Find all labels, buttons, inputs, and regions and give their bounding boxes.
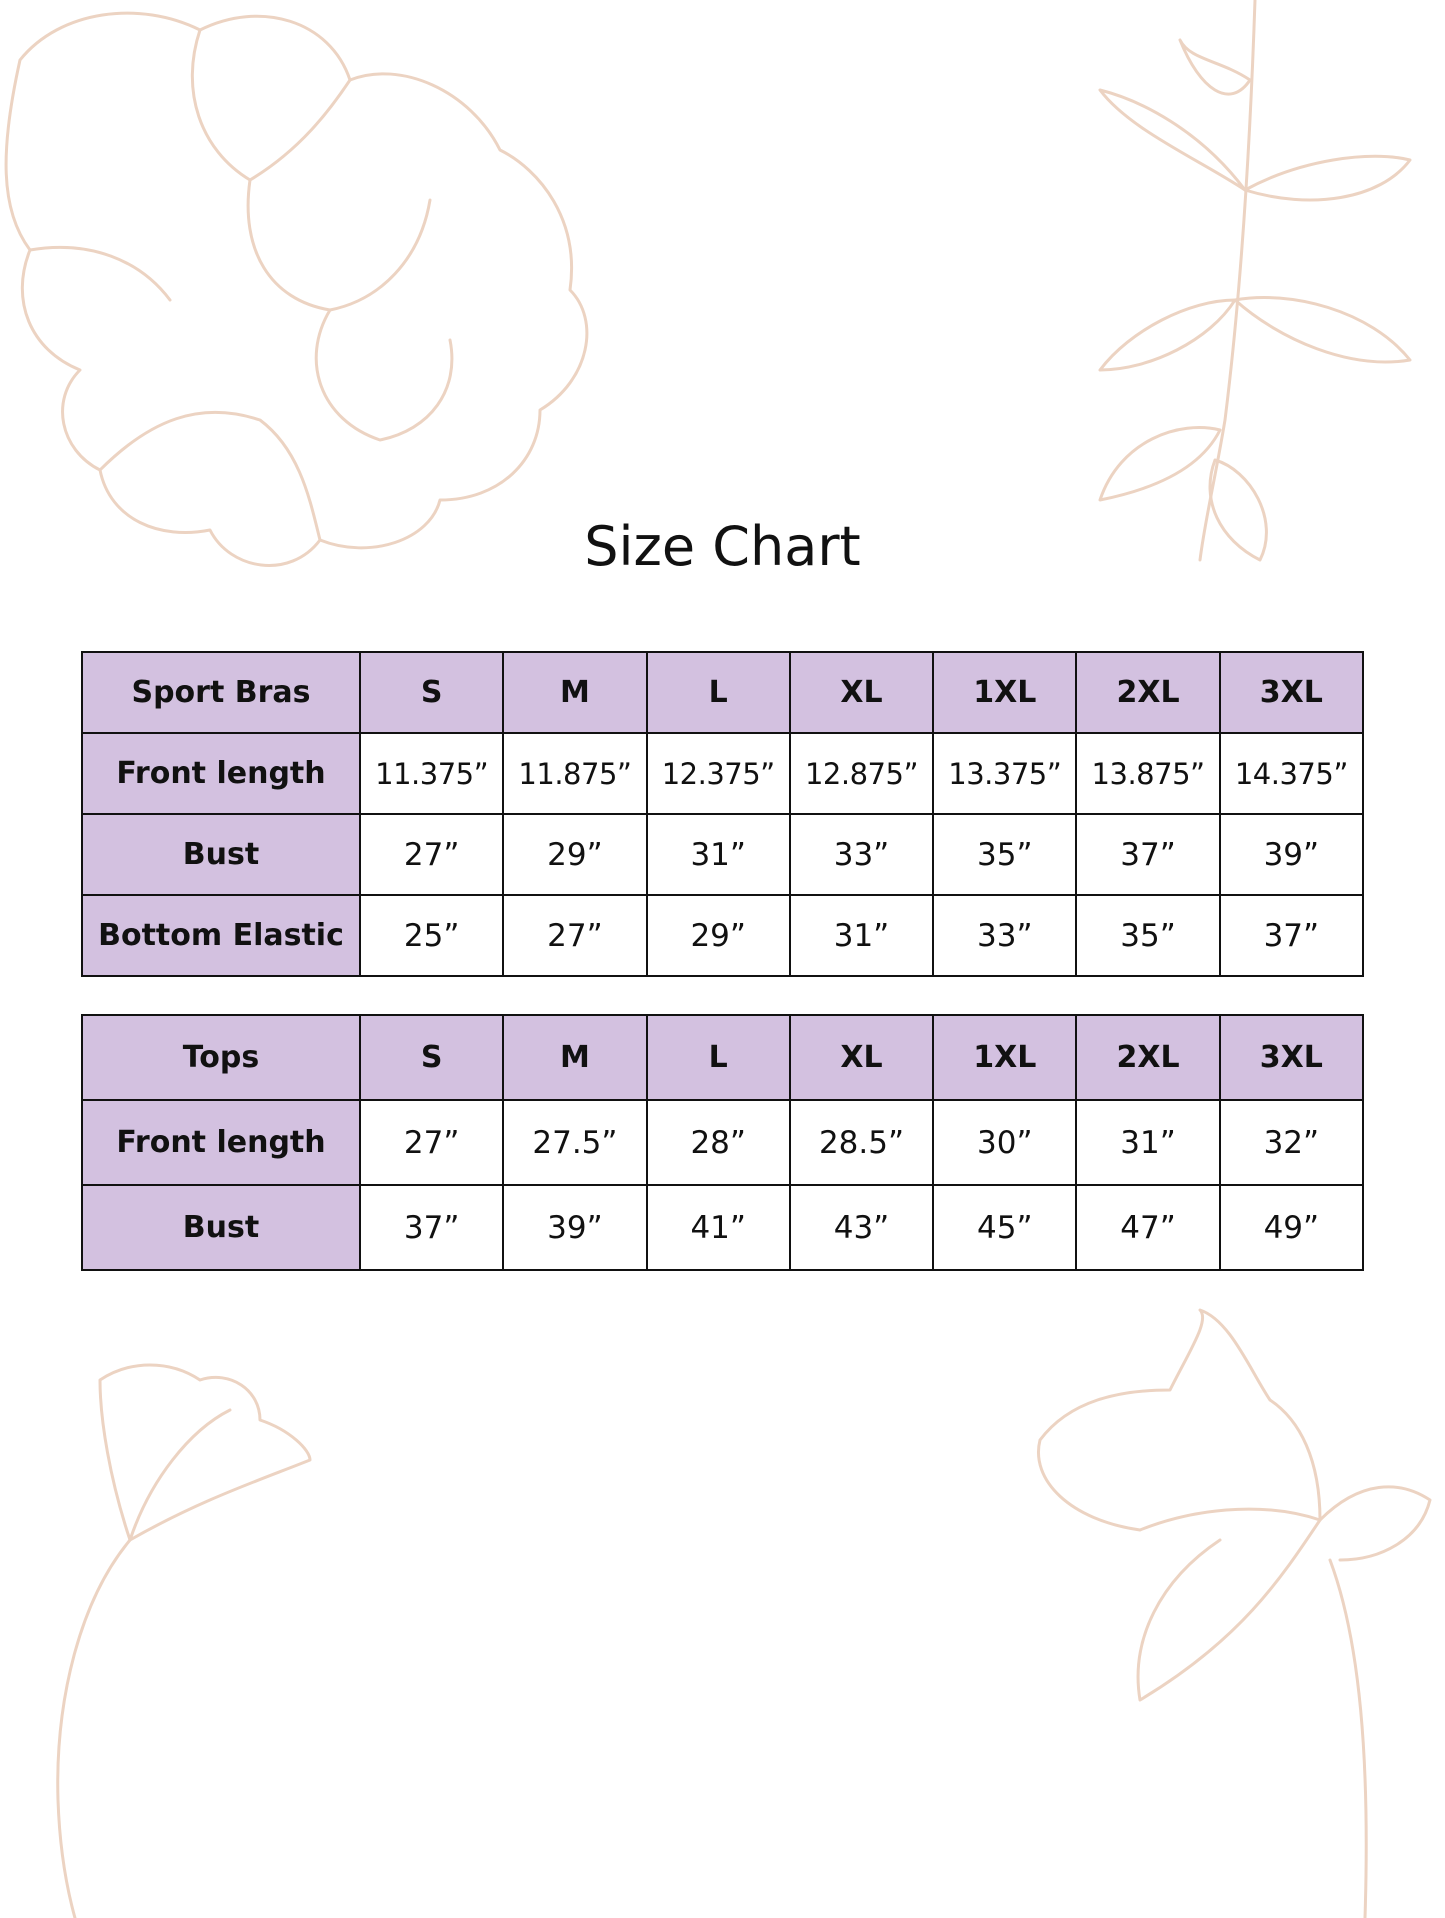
table-cell: 14.375”: [1218, 732, 1365, 815]
row-label: Bust: [81, 1184, 361, 1271]
flower-bottom-right-illustration: [1037, 1308, 1432, 1918]
size-header-2xl: 2XL: [1075, 1014, 1221, 1101]
table-title-cell: Sport Bras: [81, 651, 361, 734]
table-cell: 30”: [932, 1099, 1078, 1186]
table-cell: 45”: [932, 1184, 1078, 1271]
table-cell: 41”: [645, 1184, 791, 1271]
row-label: Bottom Elastic: [81, 894, 361, 977]
tulip-bottom-left-illustration: [56, 1363, 312, 1918]
size-header-m: M: [502, 651, 648, 734]
table-row: Front length 27” 27.5” 28” 28.5” 30” 31”…: [81, 1099, 1365, 1186]
row-label: Bust: [81, 813, 361, 896]
table-cell: 49”: [1218, 1184, 1365, 1271]
table-title-cell: Tops: [81, 1014, 361, 1101]
table-cell: 28.5”: [788, 1099, 935, 1186]
table-row: Bottom Elastic 25” 27” 29” 31” 33” 35” 3…: [81, 894, 1365, 977]
page-title: Size Chart: [584, 515, 861, 578]
table-cell: 39”: [502, 1184, 648, 1271]
tops-size-table: Tops S M L XL 1XL 2XL 3XL Front length 2…: [81, 1014, 1365, 1271]
table-cell: 11.375”: [358, 732, 505, 815]
table-cell: 25”: [358, 894, 505, 977]
table-cell: 37”: [358, 1184, 505, 1271]
peony-top-left-illustration: [4, 11, 589, 567]
sport-bras-size-table: Sport Bras S M L XL 1XL 2XL 3XL Front le…: [81, 651, 1365, 977]
table-cell: 33”: [932, 894, 1078, 977]
size-header-2xl: 2XL: [1075, 651, 1221, 734]
size-header-l: L: [645, 1014, 791, 1101]
table-cell: 27.5”: [502, 1099, 648, 1186]
table-header-row: Tops S M L XL 1XL 2XL 3XL: [81, 1014, 1365, 1101]
table-cell: 31”: [645, 813, 791, 896]
table-cell: 43”: [788, 1184, 935, 1271]
table-cell: 37”: [1218, 894, 1365, 977]
table-cell: 33”: [788, 813, 935, 896]
table-cell: 29”: [645, 894, 791, 977]
table-row: Bust 37” 39” 41” 43” 45” 47” 49”: [81, 1184, 1365, 1271]
size-header-l: L: [645, 651, 791, 734]
leaf-branch-top-right-illustration: [1098, 0, 1412, 562]
size-header-s: S: [358, 1014, 505, 1101]
table-cell: 47”: [1075, 1184, 1221, 1271]
table-row: Front length 11.375” 11.875” 12.375” 12.…: [81, 732, 1365, 815]
table-cell: 13.375”: [932, 732, 1078, 815]
table-cell: 27”: [358, 813, 505, 896]
size-header-s: S: [358, 651, 505, 734]
size-header-xl: XL: [788, 1014, 935, 1101]
size-header-3xl: 3XL: [1218, 651, 1365, 734]
table-row: Bust 27” 29” 31” 33” 35” 37” 39”: [81, 813, 1365, 896]
size-header-3xl: 3XL: [1218, 1014, 1365, 1101]
table-cell: 27”: [358, 1099, 505, 1186]
row-label: Front length: [81, 1099, 361, 1186]
table-cell: 29”: [502, 813, 648, 896]
table-cell: 13.875”: [1075, 732, 1221, 815]
table-cell: 12.875”: [788, 732, 935, 815]
table-cell: 32”: [1218, 1099, 1365, 1186]
size-header-m: M: [502, 1014, 648, 1101]
table-cell: 31”: [1075, 1099, 1221, 1186]
table-cell: 11.875”: [502, 732, 648, 815]
size-header-xl: XL: [788, 651, 935, 734]
table-cell: 35”: [1075, 894, 1221, 977]
row-label: Front length: [81, 732, 361, 815]
table-cell: 12.375”: [645, 732, 791, 815]
table-header-row: Sport Bras S M L XL 1XL 2XL 3XL: [81, 651, 1365, 734]
size-header-1xl: 1XL: [932, 651, 1078, 734]
table-cell: 37”: [1075, 813, 1221, 896]
table-cell: 31”: [788, 894, 935, 977]
size-header-1xl: 1XL: [932, 1014, 1078, 1101]
table-cell: 35”: [932, 813, 1078, 896]
table-cell: 28”: [645, 1099, 791, 1186]
table-cell: 27”: [502, 894, 648, 977]
table-cell: 39”: [1218, 813, 1365, 896]
